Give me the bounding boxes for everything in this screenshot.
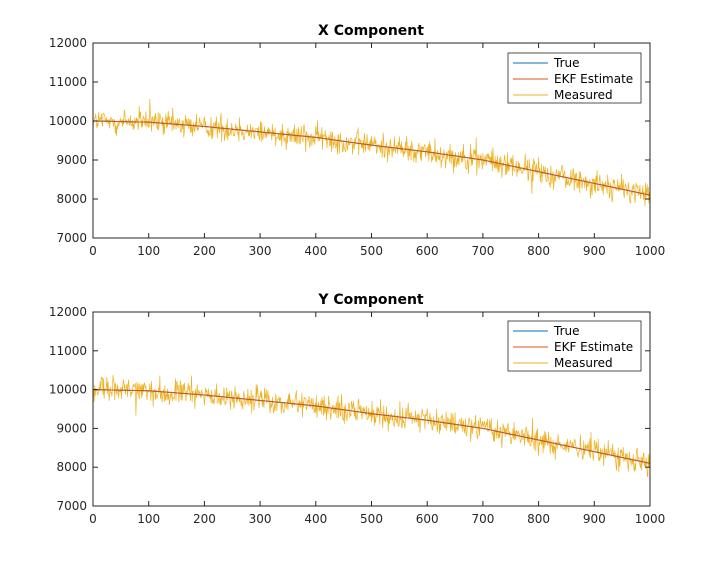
series-line-measured: [92, 374, 651, 478]
y-tick-label: 9000: [56, 153, 87, 167]
legend-label-measured: Measured: [554, 88, 613, 102]
y-component-axes: Y Component 0 100 200 300 400 500 600 700 800 900…: [49, 292, 665, 526]
y-tick-label: 11000: [49, 75, 87, 89]
x-tick-label: 900: [583, 512, 606, 526]
legend-label-measured: Measured: [554, 356, 613, 370]
x-tick-label: 0: [89, 244, 97, 258]
x-tick-label: 600: [416, 244, 439, 258]
y-tick-label: 7000: [56, 231, 87, 245]
y-component-x-ticks: 0 100 200 300 400 500 600 700 800 900 1000: [89, 312, 665, 526]
y-tick-label: 10000: [49, 114, 87, 128]
y-tick-label: 8000: [56, 460, 87, 474]
y-component-legend: True EKF Estimate Measured: [507, 320, 642, 372]
x-component-axes: X Component 0 100 200 300 400 500 600 700 800 900…: [49, 23, 665, 258]
x-tick-label: 1000: [635, 244, 666, 258]
series-line-ekf-estimate: [92, 389, 651, 464]
series-line-true: [92, 389, 651, 464]
x-tick-label: 300: [249, 244, 272, 258]
series-line-measured: [92, 98, 651, 207]
x-component-x-ticks: 0 100 200 300 400 500 600 700 800 900 1000: [89, 43, 665, 258]
y-component-title: Y Component: [317, 292, 424, 308]
legend-label-ekf-estimate: EKF Estimate: [554, 72, 633, 86]
x-tick-label: 200: [193, 244, 216, 258]
x-tick-label: 400: [304, 244, 327, 258]
y-tick-label: 7000: [56, 499, 87, 513]
x-tick-label: 200: [193, 512, 216, 526]
x-component-y-ticks: 7000 8000 9000 10000 11000 12000: [49, 36, 650, 245]
y-tick-label: 9000: [56, 421, 87, 435]
x-tick-label: 600: [416, 512, 439, 526]
x-component-title: X Component: [318, 23, 424, 39]
y-tick-label: 12000: [49, 305, 87, 319]
y-component-series: [92, 374, 651, 478]
series-line-true: [92, 120, 651, 196]
legend-label-true: True: [553, 56, 580, 70]
x-tick-label: 400: [304, 512, 327, 526]
x-component-series: [92, 98, 651, 207]
x-tick-label: 100: [137, 244, 160, 258]
x-tick-label: 800: [527, 512, 550, 526]
x-tick-label: 0: [89, 512, 97, 526]
x-tick-label: 900: [583, 244, 606, 258]
series-line-ekf-estimate: [92, 120, 651, 196]
x-tick-label: 1000: [635, 512, 666, 526]
y-tick-label: 11000: [49, 344, 87, 358]
legend-label-true: True: [553, 324, 580, 338]
y-tick-label: 10000: [49, 383, 87, 397]
x-tick-label: 500: [360, 512, 383, 526]
x-tick-label: 500: [360, 244, 383, 258]
y-tick-label: 12000: [49, 36, 87, 50]
x-component-legend: True EKF Estimate Measured: [507, 52, 642, 104]
y-tick-label: 8000: [56, 192, 87, 206]
x-tick-label: 300: [249, 512, 272, 526]
x-tick-label: 700: [471, 512, 494, 526]
legend-label-ekf-estimate: EKF Estimate: [554, 340, 633, 354]
y-component-y-ticks: 7000 8000 9000 10000 11000 12000: [49, 305, 650, 513]
x-tick-label: 700: [471, 244, 494, 258]
x-tick-label: 100: [137, 512, 160, 526]
x-tick-label: 800: [527, 244, 550, 258]
